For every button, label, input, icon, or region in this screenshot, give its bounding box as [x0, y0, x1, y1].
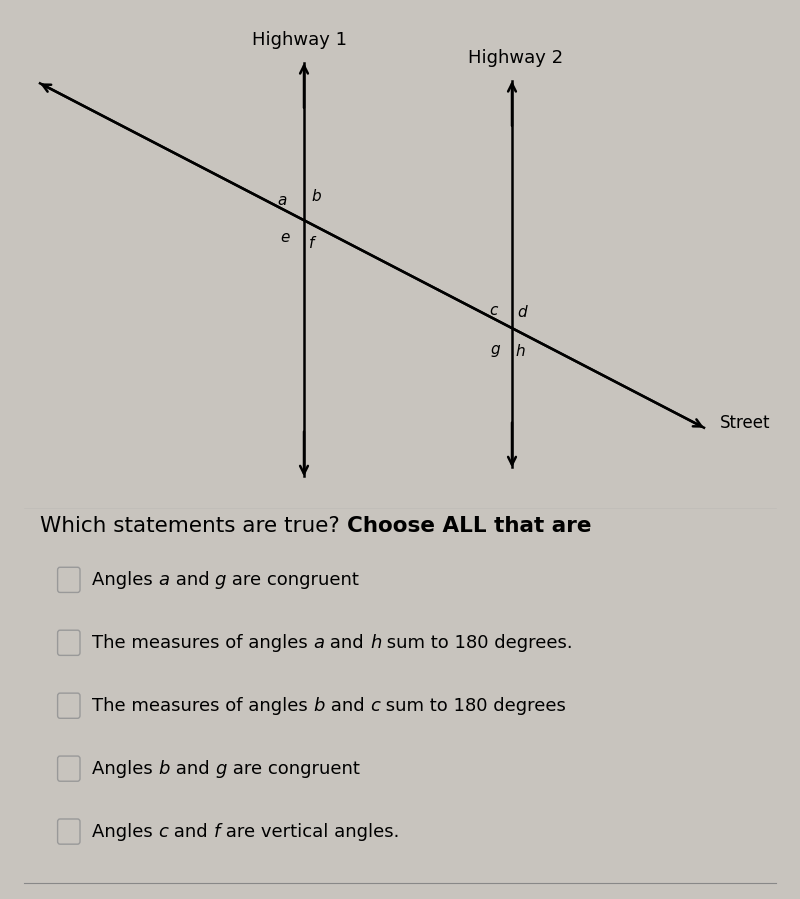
Text: f: f	[214, 823, 220, 841]
Text: h: h	[370, 634, 382, 652]
Text: e: e	[281, 230, 290, 245]
Text: Which statements are true?: Which statements are true?	[40, 516, 346, 536]
Text: b: b	[314, 697, 325, 715]
Text: c: c	[490, 303, 498, 318]
Text: and: and	[325, 634, 370, 652]
Text: The measures of angles: The measures of angles	[92, 697, 314, 715]
Text: and: and	[170, 571, 215, 589]
Text: are congruent: are congruent	[226, 760, 359, 778]
Text: a: a	[314, 634, 325, 652]
Text: sum to 180 degrees: sum to 180 degrees	[380, 697, 566, 715]
Text: are vertical angles.: are vertical angles.	[220, 823, 399, 841]
Text: Angles: Angles	[92, 571, 158, 589]
Text: h: h	[515, 344, 525, 359]
Text: g: g	[215, 571, 226, 589]
Text: c: c	[158, 823, 168, 841]
Text: c: c	[370, 697, 380, 715]
Text: f: f	[310, 236, 314, 251]
Text: b: b	[158, 760, 170, 778]
Text: d: d	[518, 306, 527, 320]
Text: Street: Street	[720, 414, 770, 432]
Text: Angles: Angles	[92, 760, 158, 778]
Text: and: and	[325, 697, 370, 715]
Text: Angles: Angles	[92, 823, 158, 841]
Text: sum to 180 degrees.: sum to 180 degrees.	[382, 634, 573, 652]
Text: Choose ALL that are: Choose ALL that are	[346, 516, 591, 536]
Text: g: g	[215, 760, 226, 778]
Text: a: a	[158, 571, 170, 589]
Text: Highway 1: Highway 1	[253, 31, 347, 49]
Text: and: and	[168, 823, 214, 841]
Text: The measures of angles: The measures of angles	[92, 634, 314, 652]
Text: Highway 2: Highway 2	[469, 49, 563, 67]
Text: a: a	[277, 193, 286, 209]
Text: and: and	[170, 760, 215, 778]
Text: are congruent: are congruent	[226, 571, 359, 589]
Text: g: g	[490, 342, 500, 357]
Text: b: b	[311, 190, 321, 204]
